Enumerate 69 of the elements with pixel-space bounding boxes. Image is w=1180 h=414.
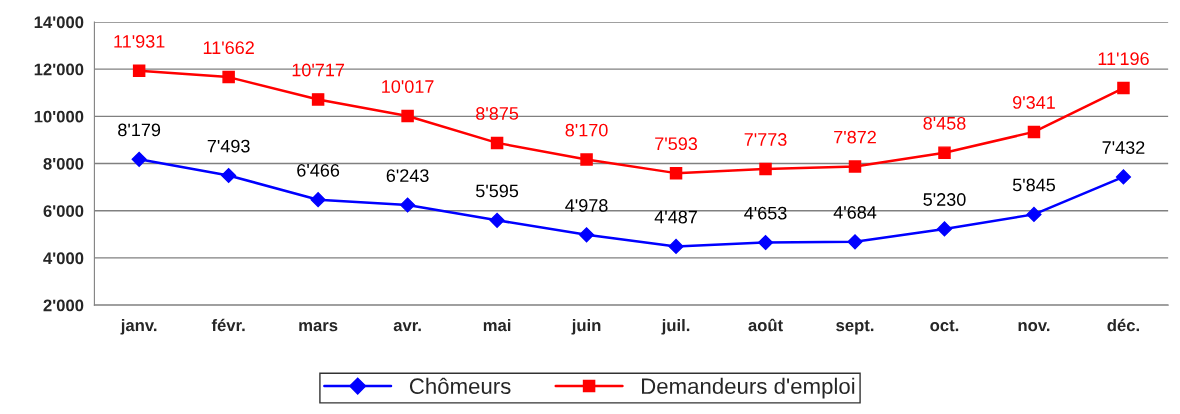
- point: [131, 151, 147, 167]
- point: [1115, 169, 1132, 185]
- data-label: 8'179: [118, 123, 161, 137]
- data-label: 10'017: [382, 80, 434, 93]
- data-label: 8'170: [565, 123, 608, 137]
- x-tick-label: déc.: [1107, 318, 1139, 332]
- point: [759, 162, 772, 176]
- data-label: 11'196: [1098, 52, 1149, 66]
- data-label: 6'243: [386, 169, 429, 182]
- point: [936, 221, 953, 237]
- x-tick-label: août: [748, 318, 783, 332]
- point: [222, 70, 235, 84]
- y-tick-label: 2'000: [43, 299, 84, 312]
- data-label: 7'432: [1102, 141, 1145, 154]
- data-label: 7'493: [207, 139, 250, 153]
- point: [669, 166, 683, 180]
- y-tick-label: 8'000: [43, 157, 84, 170]
- point: [311, 93, 325, 106]
- data-label: 4'684: [833, 205, 877, 219]
- x-tick-label: févr.: [211, 318, 245, 332]
- x-tick-label: nov.: [1018, 322, 1050, 332]
- data-label: 11'662: [203, 41, 254, 55]
- point: [848, 160, 862, 173]
- point: [1026, 206, 1042, 222]
- data-label: 4'978: [565, 199, 608, 212]
- x-tick-label: mai: [483, 319, 511, 332]
- x-tick-label: juin: [571, 319, 601, 335]
- point: [580, 153, 593, 166]
- point: [1117, 81, 1130, 95]
- data-label: 7'593: [655, 137, 698, 151]
- data-label: 5'230: [923, 193, 966, 206]
- point: [578, 227, 595, 243]
- y-tick-label: 10'000: [34, 110, 84, 123]
- point: [490, 136, 504, 150]
- data-label: 4'653: [744, 206, 787, 220]
- y-tick-label: 12'000: [34, 63, 84, 76]
- data-label: 8'458: [923, 116, 966, 130]
- y-tick-label: 14'000: [34, 16, 84, 29]
- data-label: 6'466: [297, 163, 340, 177]
- legend-label: Chômeurs: [409, 377, 511, 395]
- point: [1027, 125, 1041, 139]
- x-tick-label: avr.: [393, 322, 421, 332]
- x-tick-label: mars: [299, 322, 338, 332]
- data-label: 7'872: [834, 130, 876, 144]
- point: [668, 238, 684, 254]
- point: [401, 109, 414, 123]
- point: [847, 234, 863, 250]
- data-label: 10'717: [292, 63, 345, 77]
- data-label: 11'931: [114, 34, 165, 48]
- x-tick-label: sept.: [836, 320, 874, 335]
- point: [221, 167, 237, 184]
- data-label: 9'341: [1013, 96, 1055, 109]
- point: [132, 64, 146, 78]
- data-label: 5'845: [1012, 178, 1056, 192]
- point: [400, 197, 416, 213]
- x-tick-label: juil.: [661, 319, 690, 335]
- point: [938, 146, 951, 159]
- x-tick-label: oct.: [930, 320, 959, 332]
- x-tick-label: janv.: [120, 319, 157, 335]
- data-label: 8'875: [476, 107, 519, 120]
- data-label: 4'487: [654, 210, 697, 224]
- data-label: 7'773: [744, 133, 787, 146]
- legend-label: Demandeurs d'emploi: [642, 377, 855, 399]
- y-tick-label: 4'000: [43, 252, 84, 265]
- point: [757, 234, 774, 251]
- point: [310, 192, 326, 208]
- y-tick-label: 6'000: [43, 205, 84, 217]
- point: [489, 212, 505, 228]
- data-label: 5'595: [475, 184, 519, 198]
